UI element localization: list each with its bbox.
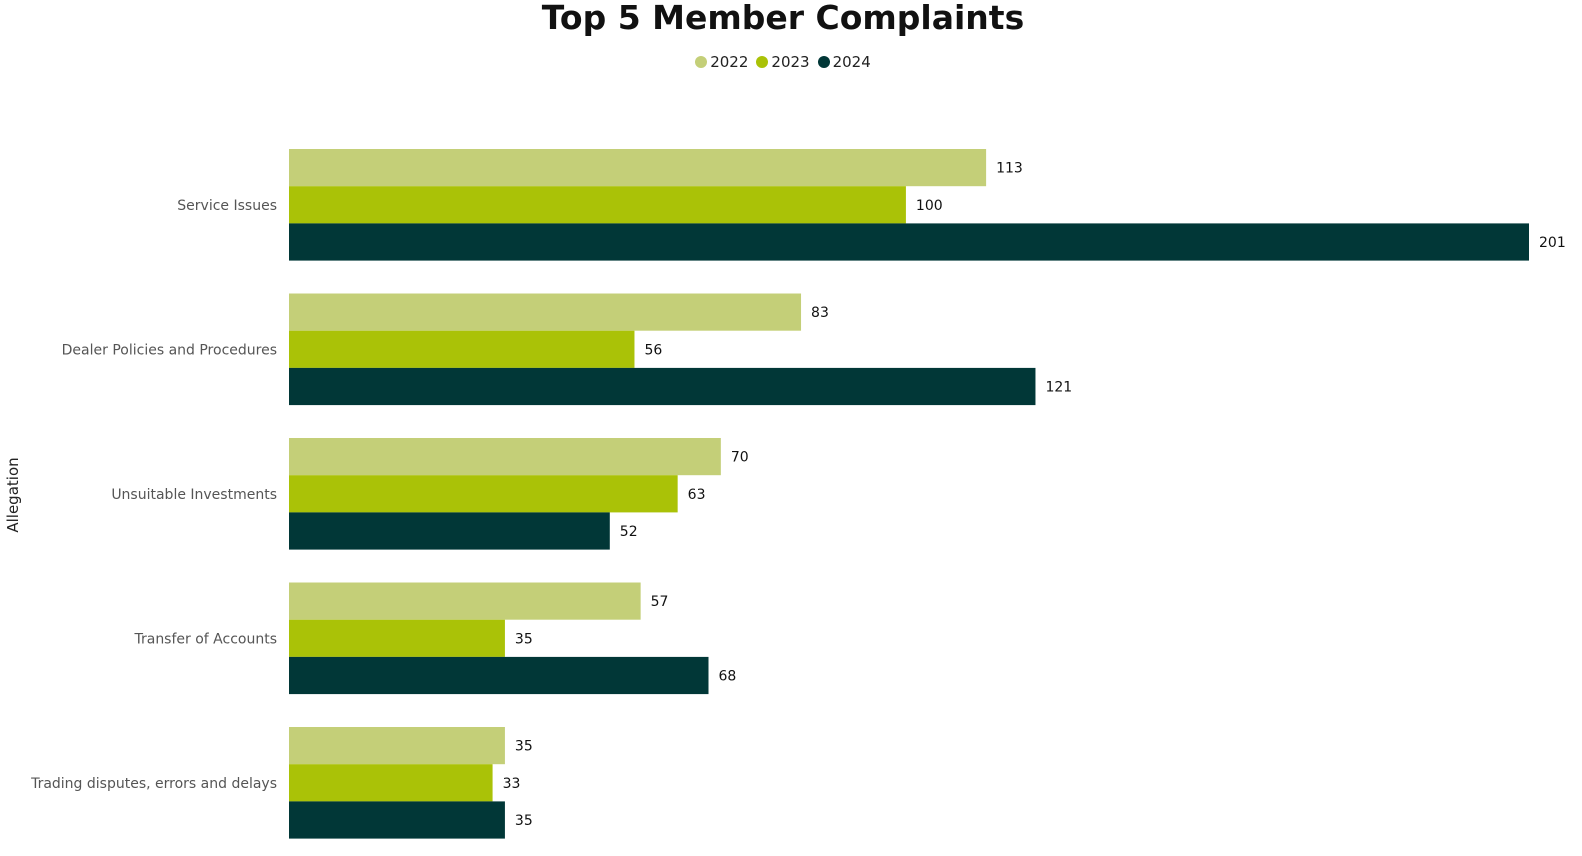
data-label-dealer-policies-and-procedures-2022: 83	[811, 305, 829, 321]
data-label-service-issues-2024: 201	[1539, 235, 1566, 251]
category-label-trading-disputes-errors-and-delays: Trading disputes, errors and delays	[30, 776, 277, 792]
bar-service-issues-2023[interactable]	[289, 186, 906, 224]
bar-dealer-policies-and-procedures-2024[interactable]	[289, 367, 1036, 406]
bar-trading-disputes-errors-and-delays-2023[interactable]	[289, 764, 493, 802]
data-label-transfer-of-accounts-2022: 57	[651, 594, 669, 610]
data-label-dealer-policies-and-procedures-2024: 121	[1045, 380, 1072, 396]
data-label-unsuitable-investments-2023: 63	[688, 487, 706, 503]
data-label-service-issues-2022: 113	[996, 161, 1023, 177]
legend: 2022 2023 2024	[0, 53, 1566, 71]
data-label-unsuitable-investments-2022: 70	[731, 450, 749, 466]
bar-transfer-of-accounts-2023[interactable]	[289, 619, 505, 657]
data-label-trading-disputes-errors-and-delays-2024: 35	[515, 813, 533, 829]
data-label-transfer-of-accounts-2024: 68	[719, 669, 737, 685]
bar-dealer-policies-and-procedures-2022[interactable]	[289, 293, 802, 331]
legend-marker-2022	[695, 56, 708, 68]
legend-item-2022[interactable]: 2022	[695, 53, 748, 71]
bar-unsuitable-investments-2023[interactable]	[289, 475, 678, 513]
bar-service-issues-2024[interactable]	[289, 223, 1529, 261]
bar-trading-disputes-errors-and-delays-2024[interactable]	[289, 801, 505, 839]
bar-transfer-of-accounts-2024[interactable]	[289, 656, 709, 695]
data-label-dealer-policies-and-procedures-2023: 56	[644, 342, 662, 358]
legend-label-2022: 2022	[710, 53, 749, 71]
legend-item-2024[interactable]: 2024	[817, 53, 871, 71]
legend-label-2023: 2023	[771, 53, 810, 71]
bar-transfer-of-accounts-2022[interactable]	[289, 582, 641, 620]
bar-service-issues-2022[interactable]	[289, 149, 987, 187]
data-label-trading-disputes-errors-and-delays-2022: 35	[515, 739, 533, 755]
data-label-service-issues-2023: 100	[916, 198, 943, 214]
data-label-trading-disputes-errors-and-delays-2023: 33	[503, 776, 521, 792]
legend-marker-2023	[756, 56, 769, 68]
y-axis-title: Allegation	[4, 457, 22, 532]
data-label-unsuitable-investments-2024: 52	[620, 524, 638, 540]
bar-unsuitable-investments-2022[interactable]	[289, 438, 721, 476]
bar-unsuitable-investments-2024[interactable]	[289, 512, 610, 550]
category-label-transfer-of-accounts: Transfer of Accounts	[133, 631, 277, 647]
category-label-dealer-policies-and-procedures: Dealer Policies and Procedures	[62, 342, 277, 358]
legend-item-2023[interactable]: 2023	[756, 53, 810, 71]
data-label-transfer-of-accounts-2023: 35	[515, 631, 533, 647]
bar-trading-disputes-errors-and-delays-2022[interactable]	[289, 727, 505, 765]
chart-title: Top 5 Member Complaints	[541, 0, 1025, 37]
legend-marker-2024	[817, 56, 830, 68]
bar-dealer-policies-and-procedures-2023[interactable]	[289, 330, 635, 368]
legend-label-2024: 2024	[832, 53, 871, 71]
category-label-unsuitable-investments: Unsuitable Investments	[111, 487, 277, 503]
category-label-service-issues: Service Issues	[177, 198, 277, 214]
